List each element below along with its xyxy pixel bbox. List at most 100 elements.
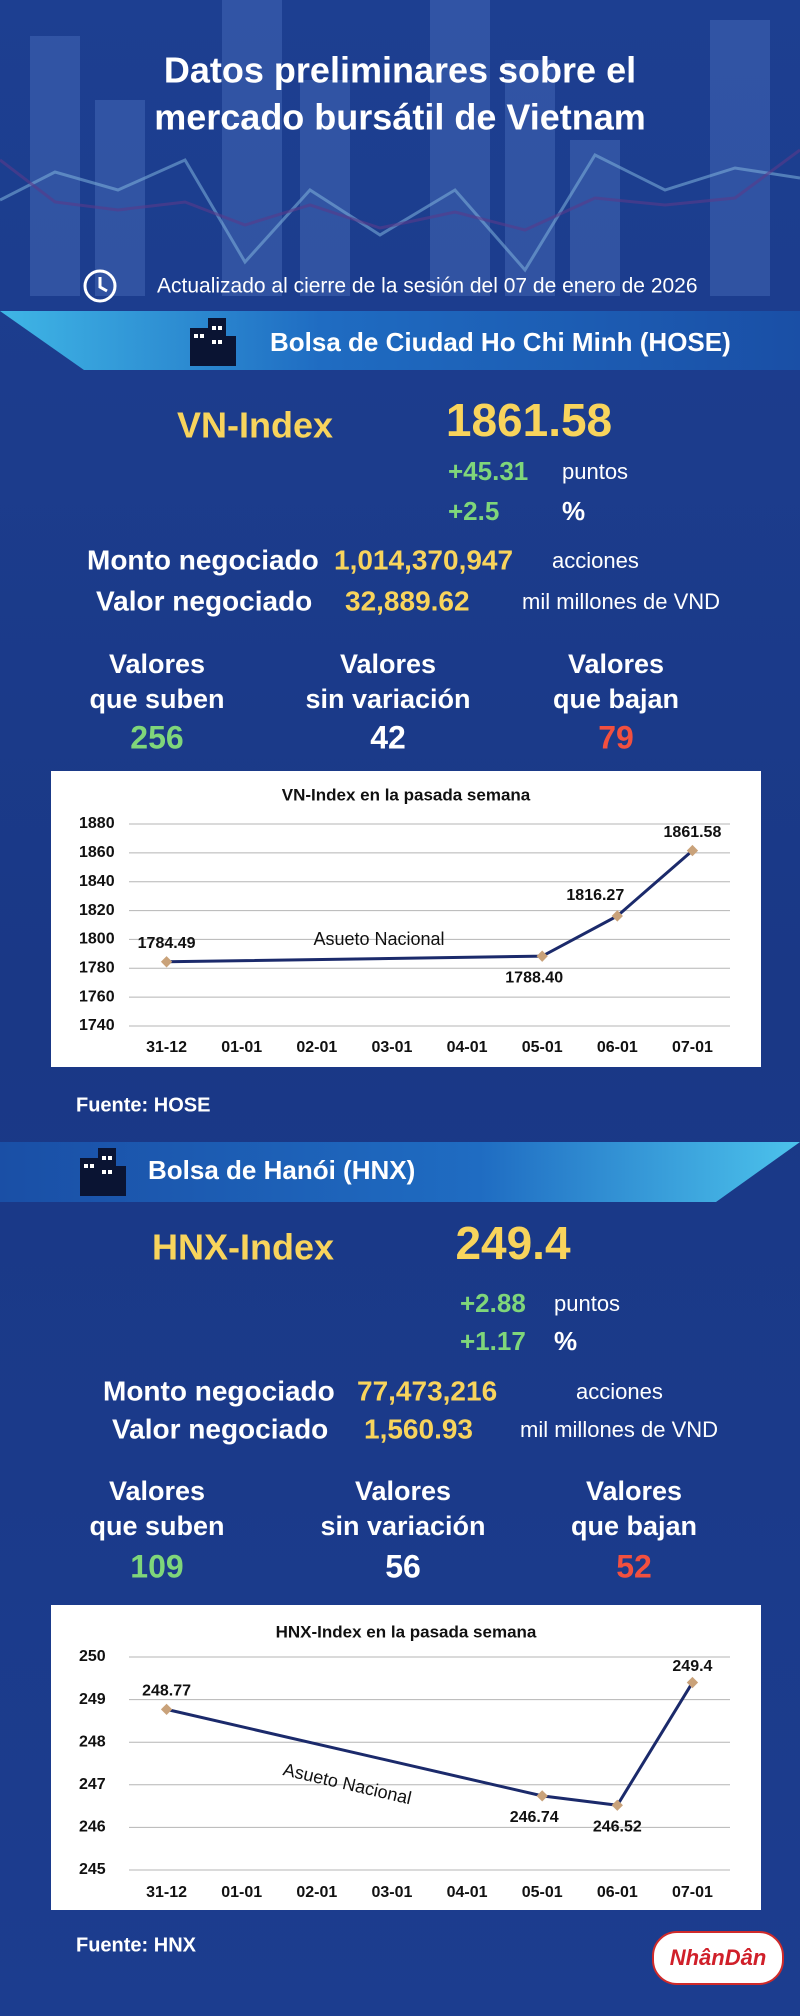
value-label: 1816.27 [566,887,624,904]
y-tick-label: 1880 [79,815,115,832]
index-name: HNX-Index [152,1227,334,1268]
value-unit: mil millones de VND [522,589,720,614]
value-label: 1788.40 [505,969,563,986]
volume-unit: acciones [576,1379,663,1404]
value-label: Valor negociado [96,585,312,616]
breadth-count: 42 [370,719,406,755]
breadth-label: Valores [355,1476,451,1506]
header-decoration-line [0,148,800,232]
x-tick-label: 31-12 [146,1884,187,1901]
section-title: Bolsa de Ciudad Ho Chi Minh (HOSE) [270,327,731,357]
x-tick-label: 03-01 [371,1884,412,1901]
breadth-count: 109 [130,1548,183,1584]
y-tick-label: 246 [79,1819,106,1836]
section-title: Bolsa de Hanói (HNX) [148,1155,415,1185]
update-note: Actualizado al cierre de la sesión del 0… [157,275,698,298]
point-marker [536,950,548,962]
index-value: 1861.58 [446,394,612,446]
x-tick-label: 04-01 [447,1884,488,1901]
title-line: mercado bursátil de Vietnam [154,97,646,138]
x-tick-label: 31-12 [146,1039,187,1056]
x-tick-label: 05-01 [522,1039,563,1056]
change-points: +2.88 [460,1288,526,1318]
y-tick-label: 248 [79,1733,106,1750]
x-tick-label: 01-01 [221,1039,262,1056]
y-tick-label: 1780 [79,960,115,977]
x-tick-label: 07-01 [672,1884,713,1901]
chart-title: HNX-Index en la pasada semana [276,1622,537,1641]
x-tick-label: 05-01 [522,1884,563,1901]
change-percent: +2.5 [448,496,499,526]
x-tick-label: 04-01 [447,1039,488,1056]
y-tick-label: 249 [79,1691,106,1708]
value-label: 1784.49 [138,935,196,952]
value-unit: mil millones de VND [520,1417,718,1442]
breadth-label: Valores [586,1476,682,1506]
index-value: 249.4 [455,1217,571,1269]
breadth-label: Valores [568,649,664,679]
traded-value: 1,560.93 [364,1413,473,1444]
y-tick-label: 1860 [79,844,115,861]
source: Fuente: HOSE [76,1094,210,1116]
breadth-count: 256 [130,719,183,755]
y-tick-label: 1840 [79,873,115,890]
volume-label: Monto negociado [87,544,319,575]
point-marker [160,1703,173,1716]
breadth-label: Valores [340,649,436,679]
clock-icon [83,269,117,303]
y-tick-label: 1820 [79,902,115,919]
percent-unit: % [554,1326,577,1356]
y-tick-label: 1800 [79,931,115,948]
logo-badge [652,1931,784,1985]
line-series [166,1681,694,1807]
y-tick-label: 245 [79,1861,106,1878]
breadth-label: que bajan [553,684,679,714]
header-decoration [30,0,770,296]
point-marker [536,1790,548,1802]
header-decoration-line [0,153,800,273]
y-tick-label: 250 [79,1648,106,1665]
chart-box [51,771,761,1067]
chart-box [51,1605,761,1910]
percent-unit: % [562,496,585,526]
point-marker [611,1799,623,1811]
breadth-count: 79 [598,719,634,755]
line-series [166,849,694,964]
chart-title: VN-Index en la pasada semana [282,785,531,804]
volume: 1,014,370,947 [334,544,513,575]
breadth-label: sin variación [305,684,470,714]
x-tick-label: 02-01 [296,1884,337,1901]
x-tick-label: 06-01 [597,1039,638,1056]
value-label: 246.52 [593,1818,642,1835]
annotation: Asueto Nacional [313,929,444,949]
value-label: 248.77 [142,1683,191,1700]
title-line: Datos preliminares sobre el [164,50,636,91]
point-marker [611,910,623,922]
breadth-label: que bajan [571,1511,697,1541]
point-marker [160,956,173,968]
x-tick-label: 02-01 [296,1039,337,1056]
breadth-label: Valores [109,649,205,679]
value-label: 246.74 [510,1809,559,1826]
building-windows [84,326,222,1174]
points-unit: puntos [554,1291,620,1316]
x-tick-label: 06-01 [597,1884,638,1901]
value-label: 249.4 [672,1658,712,1675]
change-percent: +1.17 [460,1326,526,1356]
x-tick-label: 03-01 [371,1039,412,1056]
breadth-label: que suben [89,684,224,714]
breadth-label: Valores [109,1476,205,1506]
breadth-count: 52 [616,1548,652,1584]
y-tick-label: 247 [79,1776,106,1793]
change-points: +45.31 [448,456,528,486]
point-marker [686,1676,699,1689]
y-tick-label: 1760 [79,988,115,1005]
breadth-count: 56 [385,1548,421,1584]
volume: 77,473,216 [357,1375,497,1406]
y-tick-label: 1740 [79,1017,115,1034]
source: Fuente: HNX [76,1934,197,1956]
points-unit: puntos [562,459,628,484]
point-marker [686,844,699,857]
